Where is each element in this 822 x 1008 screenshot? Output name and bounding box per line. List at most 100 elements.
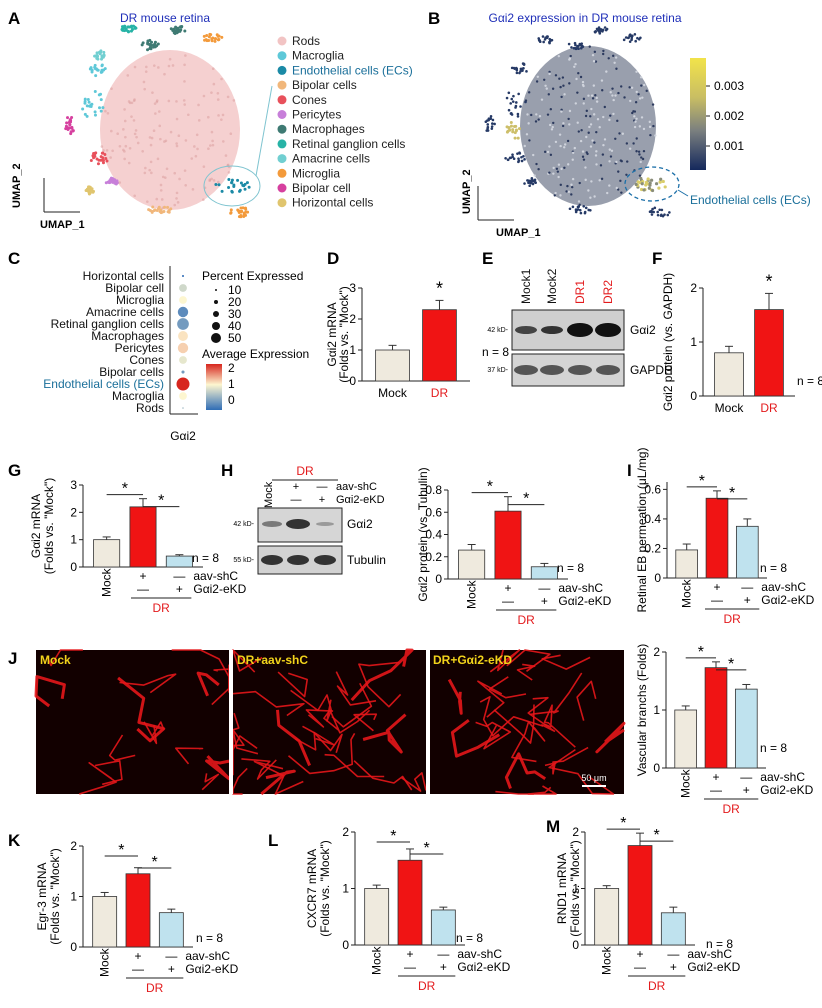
cell-dot bbox=[175, 100, 178, 103]
cell-dot bbox=[183, 29, 187, 33]
vessel bbox=[506, 649, 551, 672]
cell-dot bbox=[596, 118, 600, 121]
cell-dot bbox=[579, 211, 583, 215]
cell-dot bbox=[70, 126, 74, 130]
cell-dot bbox=[177, 134, 181, 137]
cell-dot bbox=[633, 125, 637, 129]
dotplot-row-label: Cones bbox=[129, 353, 164, 367]
cell-dot bbox=[567, 163, 570, 166]
cell-dot bbox=[135, 135, 138, 139]
significance-star: * bbox=[699, 473, 705, 490]
cell-dot bbox=[150, 136, 154, 140]
cell-dot bbox=[158, 124, 162, 128]
condition-sign: + bbox=[744, 593, 751, 607]
cell-dot bbox=[149, 143, 153, 147]
cell-dot bbox=[187, 113, 190, 117]
y-tick-label: 1 bbox=[349, 343, 356, 357]
x-tick-label: Mock bbox=[370, 945, 384, 975]
y-tick-label: 0 bbox=[70, 560, 77, 574]
cell-dot bbox=[89, 103, 93, 107]
cell-dot bbox=[554, 191, 557, 195]
cell-dot bbox=[65, 121, 69, 125]
cell-dot bbox=[546, 150, 550, 154]
bar bbox=[754, 309, 784, 397]
cell-dot bbox=[645, 89, 648, 93]
cell-dot bbox=[513, 136, 517, 140]
cell-dot bbox=[124, 144, 128, 148]
cell-dot bbox=[614, 56, 618, 59]
cell-dot bbox=[93, 63, 97, 67]
blot-h-shc-label: aav-shC bbox=[336, 481, 377, 493]
cell-dot bbox=[146, 200, 149, 203]
cell-dot bbox=[518, 71, 521, 75]
cell-dot bbox=[548, 145, 551, 148]
legend-swatch bbox=[277, 124, 287, 134]
y-tick-label: 2 bbox=[70, 839, 77, 853]
cell-dot bbox=[220, 118, 223, 121]
cell-dot bbox=[587, 131, 590, 134]
cell-dot bbox=[641, 96, 644, 99]
cell-dot bbox=[590, 107, 593, 111]
cell-dot bbox=[535, 80, 539, 83]
cell-dot bbox=[103, 67, 107, 71]
cell-dot bbox=[159, 189, 163, 192]
bar bbox=[734, 688, 758, 769]
cell-dot bbox=[178, 177, 181, 181]
cell-dot bbox=[100, 70, 104, 74]
condition-label: Gαi2-eKD bbox=[457, 960, 510, 974]
vessel bbox=[544, 746, 589, 775]
cell-dot bbox=[148, 42, 152, 46]
vessel bbox=[527, 696, 556, 732]
cell-dot bbox=[512, 66, 516, 70]
cell-dot bbox=[95, 55, 99, 59]
y-axis-label: Gαi2 mRNA bbox=[29, 494, 43, 558]
vessel bbox=[241, 758, 277, 780]
vessel bbox=[290, 689, 333, 722]
cell-dot bbox=[132, 119, 136, 122]
condition-sign: — bbox=[667, 947, 679, 961]
cell-dot bbox=[167, 210, 171, 214]
vessel bbox=[171, 649, 230, 706]
cell-dot bbox=[607, 57, 610, 60]
cell-dot bbox=[577, 130, 580, 133]
cell-dot bbox=[557, 175, 560, 179]
y-axis-label: Gαi2 protein (vs. GAPDH) bbox=[661, 273, 675, 411]
cell-dot bbox=[504, 157, 507, 160]
cell-dot bbox=[238, 188, 242, 192]
cell-dot bbox=[548, 37, 552, 41]
condition-label: aav-shC bbox=[457, 947, 502, 961]
cell-dot bbox=[562, 122, 565, 125]
cell-dot bbox=[546, 113, 550, 116]
cell-dot bbox=[159, 137, 162, 141]
cell-dot bbox=[175, 26, 179, 30]
dotplot-row-label: Macroglia bbox=[112, 389, 164, 403]
bar bbox=[129, 506, 157, 568]
bar bbox=[735, 525, 759, 579]
significance-star: * bbox=[765, 271, 772, 291]
cell-dot bbox=[605, 70, 608, 73]
cell-dot bbox=[197, 103, 200, 107]
condition-sign: — bbox=[404, 960, 416, 974]
vessel bbox=[477, 680, 505, 718]
cell-dot bbox=[608, 148, 611, 151]
cell-dot bbox=[512, 94, 515, 98]
cell-dot bbox=[642, 149, 646, 153]
condition-sign: — bbox=[137, 582, 149, 596]
cell-dot bbox=[568, 207, 572, 211]
cell-dot bbox=[584, 114, 588, 118]
cell-dot bbox=[521, 67, 524, 71]
ec-dot bbox=[646, 177, 650, 181]
cell-dot bbox=[648, 210, 652, 214]
condition-label: aav-shC bbox=[185, 949, 230, 963]
cell-dot bbox=[93, 67, 97, 71]
cell-dot bbox=[581, 155, 585, 158]
cell-dot bbox=[132, 99, 136, 103]
cell-dot bbox=[545, 35, 549, 39]
legend-swatch bbox=[277, 154, 287, 164]
dotplot-dot bbox=[181, 274, 185, 278]
dotplot-dot bbox=[177, 342, 189, 354]
cell-dot bbox=[69, 132, 73, 136]
cell-dot bbox=[618, 132, 621, 135]
cell-dot bbox=[118, 181, 122, 184]
legend-label: Horizontal cells bbox=[292, 196, 373, 210]
